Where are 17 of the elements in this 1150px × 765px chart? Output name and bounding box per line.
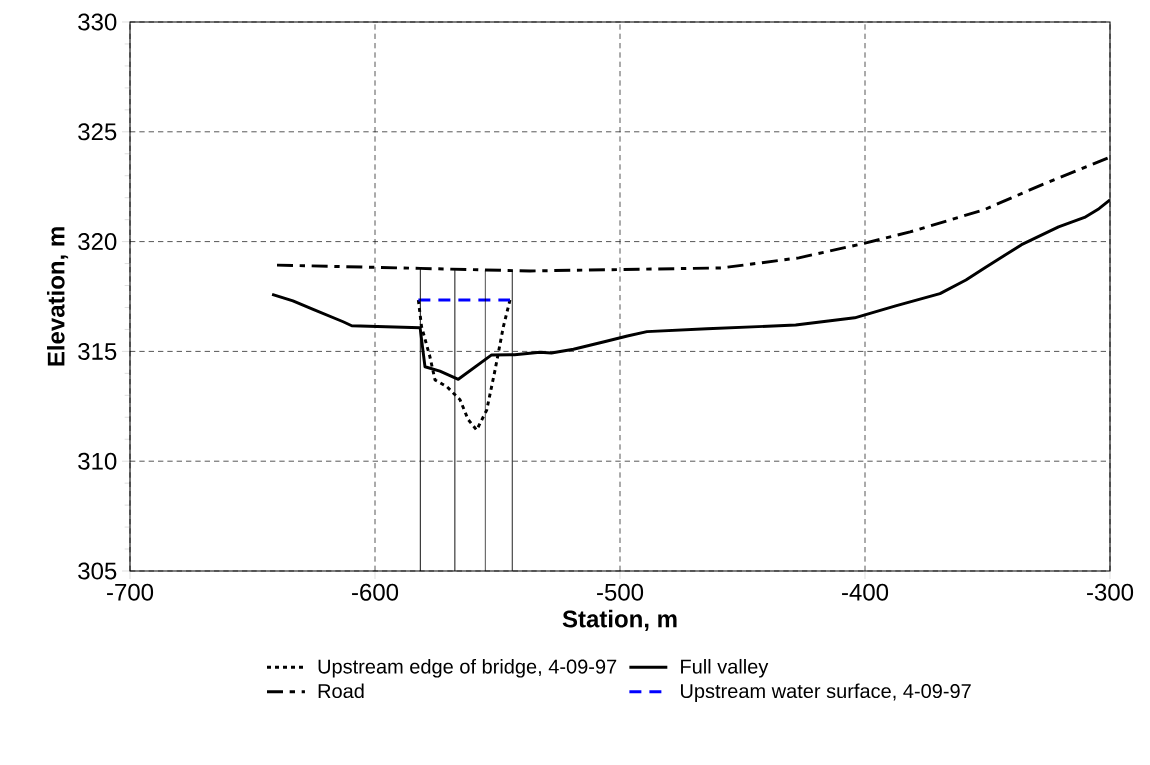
y-tick-label: 310 bbox=[78, 452, 117, 470]
y-tick-label: 320 bbox=[78, 233, 117, 251]
y-tick-label: 315 bbox=[78, 342, 117, 360]
y-tick-label: 330 bbox=[78, 13, 117, 31]
y-axis-title: Elevation, m bbox=[46, 227, 69, 366]
x-axis-title: Station, m bbox=[562, 609, 677, 631]
x-tick-label: -700 bbox=[107, 583, 154, 601]
y-tick-label: 325 bbox=[78, 123, 117, 141]
x-tick-label: -400 bbox=[842, 583, 889, 601]
legend-label: Road bbox=[318, 683, 364, 699]
x-tick-label: -500 bbox=[597, 583, 644, 601]
x-tick-label: -300 bbox=[1087, 583, 1134, 601]
x-tick-label: -600 bbox=[352, 583, 399, 601]
legend-label: Upstream edge of bridge, 4-09-97 bbox=[318, 658, 617, 678]
legend-label: Upstream water surface, 4-09-97 bbox=[681, 683, 971, 703]
legend-label: Full valley bbox=[681, 658, 769, 678]
y-tick-label: 305 bbox=[78, 562, 117, 580]
